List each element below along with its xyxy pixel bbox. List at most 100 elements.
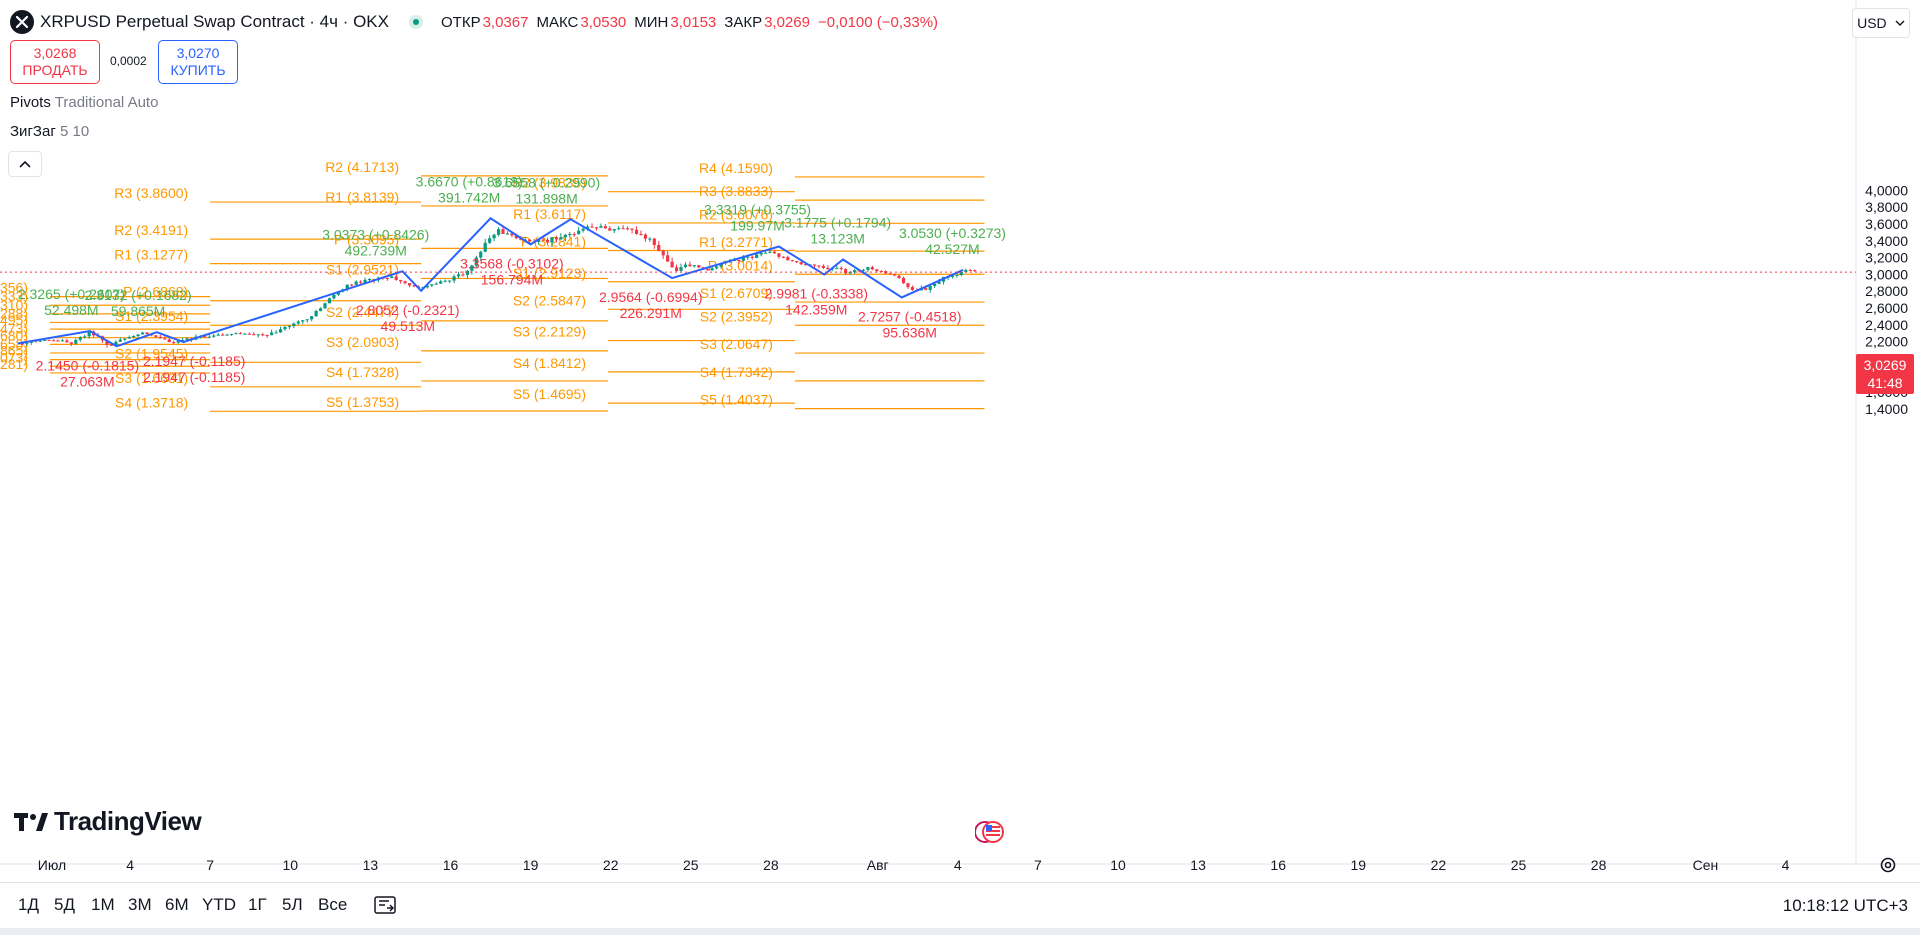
candle-body bbox=[621, 228, 625, 230]
candle-body bbox=[158, 336, 162, 339]
indicator-pivots[interactable]: Pivots Traditional Auto bbox=[10, 94, 158, 111]
candle-body bbox=[318, 308, 323, 311]
zigzag-volume-label: 156.794M bbox=[481, 271, 543, 287]
y-tick-label: 1,4000 bbox=[1865, 401, 1908, 417]
pivot-label: S1 (2.1680) bbox=[0, 327, 28, 343]
candle-body bbox=[114, 341, 118, 346]
pivot-label: S1 (2.6709) bbox=[700, 285, 773, 301]
candle-body bbox=[425, 285, 429, 288]
candle-body bbox=[910, 287, 915, 290]
candle-body bbox=[145, 332, 149, 335]
candle-body bbox=[345, 284, 349, 290]
pivot-label: S1 (2.3954) bbox=[115, 308, 188, 324]
candle-body bbox=[51, 340, 56, 342]
pivot-label: R4 (4.1590) bbox=[699, 160, 773, 176]
y-tick-label: 3,0000 bbox=[1865, 266, 1908, 282]
compare-icon[interactable] bbox=[373, 893, 399, 917]
candle-body bbox=[541, 239, 545, 241]
tradingview-logo[interactable]: TradingView bbox=[14, 806, 202, 837]
candle-body bbox=[394, 276, 398, 280]
candle-body bbox=[937, 281, 941, 284]
zigzag-pivot-label: 2.9564 (-0.6994) bbox=[599, 289, 703, 305]
zigzag-volume-label: 2.1947 (-0.1185) bbox=[143, 369, 245, 385]
range-ytd-button[interactable]: YTD bbox=[202, 895, 236, 914]
ohlc-high-label: МАКС bbox=[536, 13, 579, 31]
live-dot-icon bbox=[409, 15, 423, 29]
zigzag-pivot-label: 3.6558 (+0.2990) bbox=[493, 174, 600, 190]
candle-body bbox=[759, 252, 763, 255]
range-1m-button[interactable]: 1М bbox=[91, 895, 115, 914]
flag-icon[interactable] bbox=[974, 819, 1005, 845]
candle-body bbox=[83, 336, 87, 338]
pivot-label: S5 (1.4037) bbox=[700, 392, 773, 408]
collapse-indicators-button[interactable] bbox=[8, 151, 42, 177]
range-1y-button[interactable]: 1Г bbox=[248, 895, 267, 914]
candle-body bbox=[715, 266, 719, 269]
candle-body bbox=[470, 265, 474, 271]
zigzag-volume-label: 59.865M bbox=[111, 303, 165, 319]
sell-button[interactable]: 3,0268 ПРОДАТЬ bbox=[10, 40, 100, 84]
candle-body bbox=[568, 234, 572, 236]
candle-body bbox=[278, 329, 283, 333]
candle-body bbox=[78, 337, 82, 340]
chevron-down-icon bbox=[1895, 20, 1905, 26]
candle-body bbox=[514, 235, 518, 239]
pivot-label: P (2.6868) bbox=[123, 284, 188, 300]
chevron-up-icon bbox=[19, 160, 31, 168]
candle-body bbox=[132, 336, 136, 338]
ohlc-open-label: ОТКР bbox=[441, 13, 481, 31]
candle-body bbox=[305, 319, 309, 321]
candle-body bbox=[56, 340, 60, 342]
pivot-label: S2 (2.3952) bbox=[700, 308, 773, 324]
x-tick-label: 16 bbox=[443, 857, 459, 873]
pivot-label: S5 (1.4695) bbox=[513, 386, 586, 402]
candle-body bbox=[20, 343, 25, 345]
x-tick-label: 22 bbox=[603, 857, 619, 873]
pivot-label: R2 (3.9835) bbox=[512, 175, 586, 191]
zigzag-pivot-label: 2.7257 (-0.4518) bbox=[858, 308, 962, 324]
indicator-zigzag[interactable]: ЗигЗаг 5 10 bbox=[10, 123, 89, 140]
candle-body bbox=[448, 280, 452, 282]
pivot-label: S4 (1.7342) bbox=[700, 364, 773, 380]
range-1d-button[interactable]: 1Д bbox=[18, 895, 39, 914]
xrp-logo-icon bbox=[10, 10, 34, 34]
candle-body bbox=[354, 281, 358, 285]
settings-icon[interactable] bbox=[1878, 855, 1898, 875]
pivot-label: R4 (2.6333) bbox=[0, 288, 28, 304]
indicator-params: 5 10 bbox=[59, 123, 90, 140]
x-tick-label: 4 bbox=[126, 857, 134, 873]
candle-body bbox=[924, 288, 928, 290]
candle-body bbox=[221, 334, 225, 336]
x-tick-label: 16 bbox=[1270, 857, 1286, 873]
symbol-title[interactable]: XRPUSD Perpetual Swap Contract · 4ч · OK… bbox=[40, 12, 389, 31]
range-5y-button[interactable]: 5Л bbox=[282, 895, 303, 914]
ohlc-low-value: 3,0153 bbox=[670, 13, 717, 31]
range-all-button[interactable]: Все bbox=[318, 895, 348, 914]
buy-button[interactable]: 3,0270 КУПИТЬ bbox=[158, 40, 238, 84]
candle-body bbox=[626, 228, 630, 230]
symbol-legend[interactable]: XRPUSD Perpetual Swap Contract · 4ч · OK… bbox=[10, 10, 946, 34]
zigzag-volume-label: 199.97M bbox=[730, 217, 784, 233]
candle-body bbox=[959, 272, 963, 275]
last-price-tag: 3,0269 41:48 bbox=[1856, 354, 1914, 394]
candle-body bbox=[688, 264, 692, 267]
range-5d-button[interactable]: 5Д bbox=[54, 895, 75, 914]
pivot-label: R1 (3.6117) bbox=[513, 206, 586, 222]
candle-body bbox=[185, 338, 189, 340]
candle-body bbox=[870, 267, 874, 270]
candle-body bbox=[207, 336, 211, 338]
pivot-label: S3 (1.9865) bbox=[0, 343, 28, 359]
candle-body bbox=[203, 336, 207, 338]
range-3m-button[interactable]: 3М bbox=[128, 895, 152, 914]
zigzag-pivot-label: 3.1775 (+0.1794) bbox=[784, 214, 891, 230]
candle-body bbox=[879, 271, 883, 273]
y-tick-label: 3,4000 bbox=[1865, 233, 1908, 249]
candle-body bbox=[176, 341, 180, 343]
candle-body bbox=[407, 283, 412, 286]
currency-selector[interactable]: USD bbox=[1852, 8, 1910, 38]
candle-body bbox=[763, 252, 768, 254]
candle-body bbox=[216, 334, 220, 336]
range-6m-button[interactable]: 6М bbox=[165, 895, 189, 914]
clock-timezone[interactable]: 10:18:12 UTC+3 bbox=[1782, 896, 1908, 915]
